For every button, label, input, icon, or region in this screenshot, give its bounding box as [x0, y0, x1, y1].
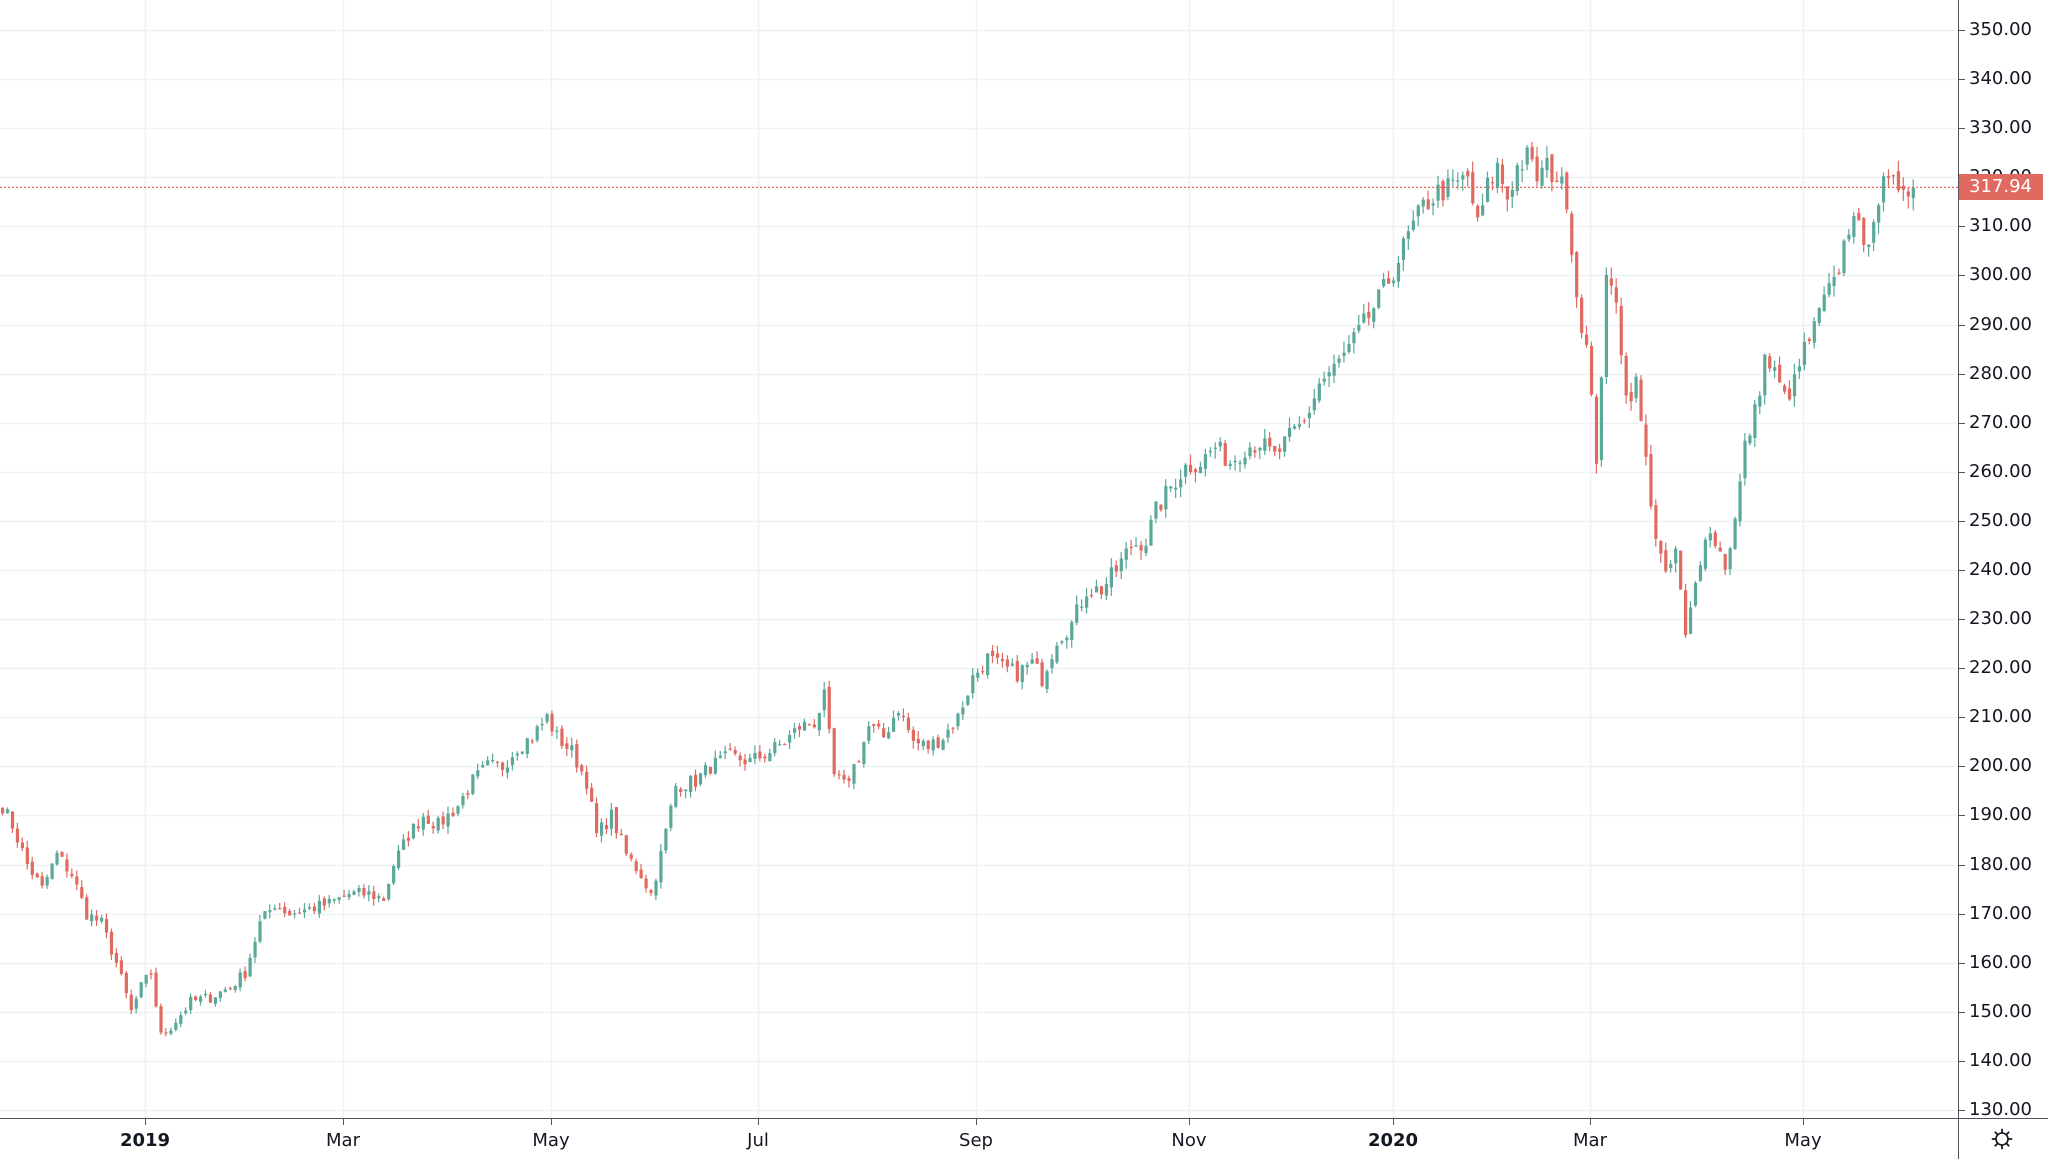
y-axis-label: 240.00: [1969, 559, 2032, 580]
y-axis-label: 260.00: [1969, 461, 2032, 482]
y-axis-tick: [1959, 521, 1965, 522]
x-axis-label: Mar: [1573, 1130, 1607, 1151]
y-axis-label: 350.00: [1969, 19, 2032, 40]
y-axis-tick: [1959, 30, 1965, 31]
y-axis-label: 160.00: [1969, 952, 2032, 973]
x-axis-tick: [758, 1119, 759, 1125]
y-axis-tick: [1959, 963, 1965, 964]
x-axis-label: May: [1784, 1130, 1822, 1151]
y-axis-tick: [1959, 275, 1965, 276]
y-axis-label: 180.00: [1969, 854, 2032, 875]
y-axis-label: 250.00: [1969, 510, 2032, 531]
y-axis-label: 150.00: [1969, 1001, 2032, 1022]
x-axis-label: 2020: [1367, 1130, 1419, 1151]
y-axis-tick: [1959, 1110, 1965, 1111]
x-axis-tick: [145, 1119, 146, 1125]
x-axis-tick: [1393, 1119, 1394, 1125]
y-axis-tick: [1959, 914, 1965, 915]
x-axis-tick: [551, 1119, 552, 1125]
x-axis-label: 2019: [119, 1130, 171, 1151]
y-axis-tick: [1959, 766, 1965, 767]
y-axis-tick: [1959, 619, 1965, 620]
y-axis-tick: [1959, 423, 1965, 424]
y-axis-tick: [1959, 865, 1965, 866]
y-axis-tick: [1959, 570, 1965, 571]
y-axis-tick: [1959, 325, 1965, 326]
y-axis-tick: [1959, 128, 1965, 129]
y-axis-label: 290.00: [1969, 314, 2032, 335]
y-axis-tick: [1959, 472, 1965, 473]
candlestick-plot: [0, 0, 1958, 1118]
price-axis[interactable]: 130.00 140.00 150.00 160.00 170.00 180.00 190.…: [1958, 0, 2048, 1120]
y-axis-label: 230.00: [1969, 608, 2032, 629]
y-axis-tick: [1959, 815, 1965, 816]
x-axis-tick: [1803, 1119, 1804, 1125]
y-axis-label: 210.00: [1969, 706, 2032, 727]
y-axis-tick: [1959, 226, 1965, 227]
x-axis-label: Nov: [1171, 1130, 1207, 1151]
y-axis-tick: [1959, 668, 1965, 669]
x-axis-tick: [1590, 1119, 1591, 1125]
chart-plot-area[interactable]: [0, 0, 1958, 1118]
y-axis-tick: [1959, 1061, 1965, 1062]
y-axis-label: 170.00: [1969, 903, 2032, 924]
x-axis-label: Sep: [959, 1130, 993, 1151]
x-axis-label: Mar: [326, 1130, 360, 1151]
gear-icon[interactable]: [1991, 1128, 2013, 1150]
y-axis-label: 220.00: [1969, 657, 2032, 678]
y-axis-label: 130.00: [1969, 1099, 2032, 1120]
y-axis-tick: [1959, 374, 1965, 375]
y-axis-label: 280.00: [1969, 363, 2032, 384]
y-axis-label: 200.00: [1969, 755, 2032, 776]
y-axis-label: 140.00: [1969, 1050, 2032, 1071]
y-axis-tick: [1959, 717, 1965, 718]
last-price-badge: 317.94: [1959, 174, 2043, 200]
x-axis-label: May: [532, 1130, 570, 1151]
y-axis-label: 300.00: [1969, 264, 2032, 285]
y-axis-tick: [1959, 1012, 1965, 1013]
x-axis-tick: [343, 1119, 344, 1125]
y-axis-label: 340.00: [1969, 68, 2032, 89]
candles: [1, 141, 1915, 1037]
y-axis-label: 330.00: [1969, 117, 2032, 138]
y-axis-label: 190.00: [1969, 804, 2032, 825]
x-axis-tick: [976, 1119, 977, 1125]
x-axis-tick: [1189, 1119, 1190, 1125]
x-axis-label: Jul: [747, 1130, 769, 1151]
y-axis-label: 310.00: [1969, 215, 2032, 236]
time-axis[interactable]: 2019 Mar May Jul Sep Nov 2020 Mar May: [0, 1118, 1958, 1159]
chart-settings-corner[interactable]: [1958, 1118, 2048, 1159]
y-axis-tick: [1959, 79, 1965, 80]
y-axis-label: 270.00: [1969, 412, 2032, 433]
